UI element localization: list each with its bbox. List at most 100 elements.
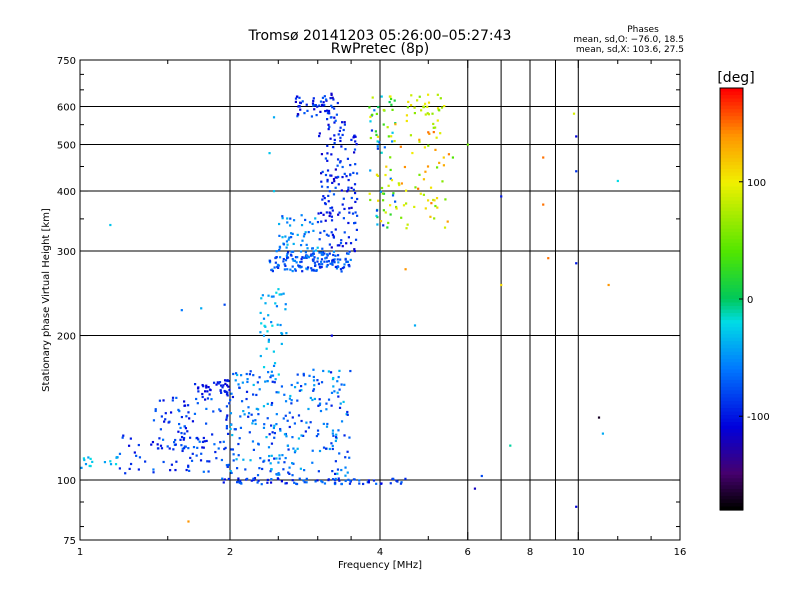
data-point [330, 442, 333, 445]
data-point [259, 457, 262, 460]
data-point [167, 421, 170, 424]
data-point [333, 116, 336, 119]
data-point [302, 256, 306, 260]
data-point [333, 142, 336, 145]
data-point [340, 420, 344, 423]
data-point [431, 112, 434, 115]
data-point [388, 100, 391, 104]
data-point [279, 323, 282, 327]
data-point [280, 293, 283, 296]
data-point [317, 404, 320, 407]
data-point [318, 132, 321, 135]
data-point [273, 457, 276, 460]
data-point [399, 145, 402, 148]
data-point [377, 105, 380, 109]
data-point [308, 374, 311, 377]
colorbar-tick-label: 100 [747, 178, 766, 189]
data-point [318, 263, 321, 266]
data-point [187, 520, 190, 523]
data-point [162, 460, 165, 464]
data-point [294, 256, 298, 259]
data-point [331, 469, 334, 473]
data-point [301, 256, 304, 259]
data-point [367, 479, 370, 482]
data-point [383, 146, 386, 149]
data-point [252, 419, 255, 422]
data-point [231, 448, 235, 451]
data-point [326, 169, 330, 172]
data-point [323, 104, 326, 107]
phases-line-o: mean, sd,O: −76.0, 18.5 [573, 35, 684, 45]
data-point [183, 432, 186, 435]
data-point [271, 324, 274, 327]
data-point [267, 294, 270, 297]
data-point [318, 449, 322, 453]
colorbar-segment [720, 302, 743, 307]
data-point [268, 152, 271, 155]
data-point [282, 260, 285, 263]
data-point [302, 372, 305, 375]
data-point [371, 113, 374, 116]
colorbar-segment [720, 422, 743, 427]
data-point [434, 126, 437, 129]
data-point [180, 431, 183, 435]
data-point [429, 215, 432, 218]
data-point [433, 217, 436, 220]
data-point [300, 265, 303, 268]
data-point [340, 383, 343, 386]
data-point [230, 392, 233, 395]
data-point [135, 454, 138, 457]
data-point [326, 254, 329, 257]
data-point [274, 261, 277, 264]
data-point [225, 393, 229, 396]
data-point [418, 138, 421, 141]
data-point [443, 104, 446, 108]
data-point [282, 243, 286, 246]
data-point [229, 469, 232, 473]
data-point [381, 199, 385, 202]
data-point [316, 257, 319, 260]
data-point [312, 104, 315, 107]
data-point [252, 374, 255, 377]
data-point [433, 199, 436, 202]
data-point [287, 238, 290, 241]
data-point [273, 362, 277, 365]
data-point [278, 293, 281, 296]
data-point [331, 429, 335, 432]
data-point [306, 268, 309, 271]
data-point [298, 389, 301, 392]
data-point [276, 265, 279, 269]
data-point [405, 202, 408, 205]
data-point [287, 471, 290, 474]
data-point [316, 379, 319, 382]
data-point [186, 430, 189, 433]
data-point [601, 432, 605, 435]
data-point [373, 109, 376, 112]
data-point [349, 242, 353, 245]
data-point [187, 465, 190, 469]
data-point [320, 185, 324, 188]
data-point [235, 467, 239, 470]
data-point [293, 386, 297, 389]
data-point [432, 130, 435, 134]
data-point [325, 260, 329, 263]
colorbar-segment [720, 172, 743, 177]
data-point [391, 131, 394, 134]
data-point [304, 430, 307, 433]
data-point [368, 192, 371, 195]
data-point [395, 205, 398, 209]
data-point [616, 179, 619, 183]
data-point [334, 477, 337, 481]
data-point [128, 467, 131, 471]
data-point [258, 376, 261, 379]
data-point [307, 230, 310, 234]
data-point [260, 483, 263, 486]
data-point [191, 452, 194, 455]
colorbar-segment [720, 137, 743, 142]
colorbar-segment [720, 249, 743, 254]
colorbar-segment [720, 334, 743, 339]
data-point [158, 399, 162, 402]
data-point [314, 480, 317, 483]
data-point [319, 266, 322, 269]
data-point [314, 104, 317, 107]
